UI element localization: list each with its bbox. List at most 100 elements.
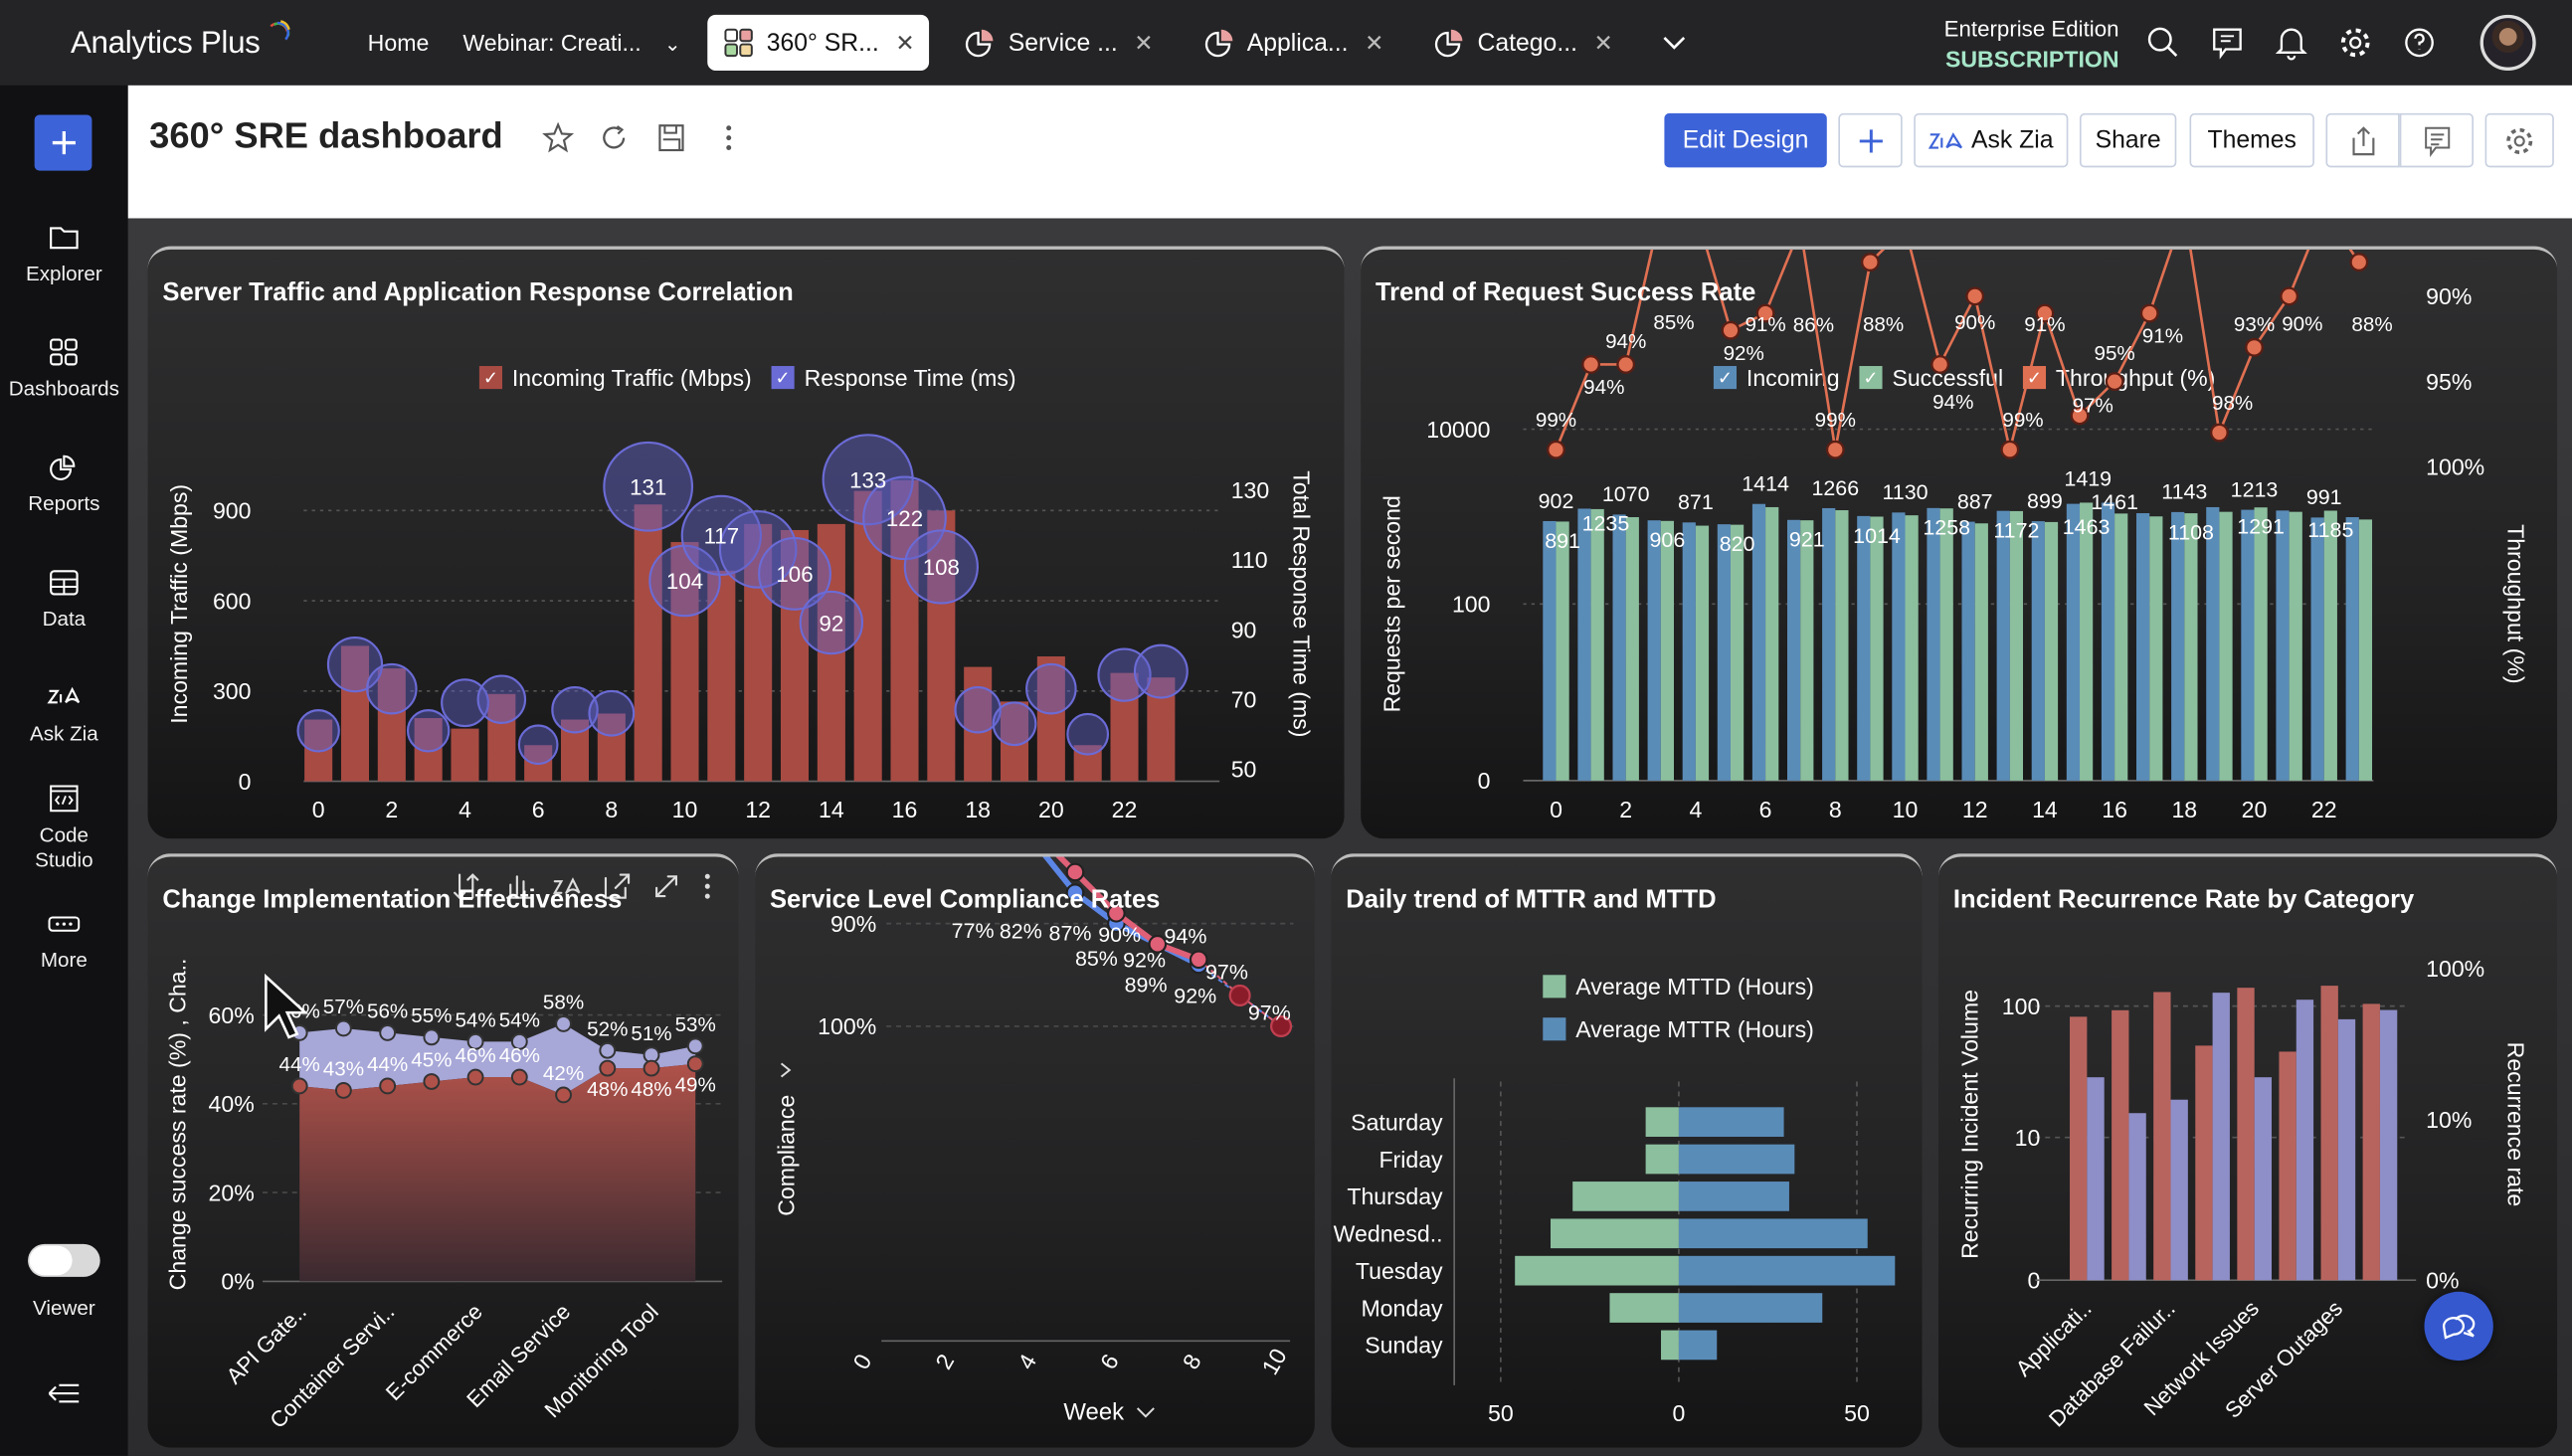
response-bubble[interactable] — [718, 510, 798, 589]
response-bubble[interactable] — [296, 709, 340, 753]
incoming-bar[interactable] — [2310, 517, 2324, 781]
response-bubble[interactable] — [603, 441, 694, 532]
nav-workspace[interactable]: Webinar: Creati... ⌄ — [462, 30, 680, 56]
throughput-point[interactable] — [1930, 355, 1950, 374]
compliance-point[interactable] — [1107, 903, 1126, 923]
successful-bar[interactable] — [1765, 506, 1779, 781]
app-logo[interactable]: Analytics Plus — [70, 26, 261, 62]
successful-bar[interactable] — [1695, 525, 1710, 781]
response-bubble[interactable] — [862, 475, 947, 561]
response-bubble[interactable] — [954, 685, 1002, 734]
upper-point[interactable] — [510, 1032, 528, 1050]
successful-bar[interactable] — [2323, 510, 2337, 781]
mttd-bar[interactable] — [1609, 1293, 1679, 1323]
mttd-bar[interactable] — [1661, 1330, 1679, 1361]
throughput-point[interactable] — [1547, 440, 1565, 459]
successful-bar[interactable] — [1974, 523, 1988, 781]
mttr-bar[interactable] — [1678, 1255, 1896, 1286]
search-icon[interactable] — [2145, 25, 2181, 61]
successful-bar[interactable] — [2358, 519, 2373, 781]
response-bubble[interactable] — [441, 678, 489, 728]
tab-0[interactable]: 360° SR... ✕ — [707, 14, 930, 71]
successful-bar[interactable] — [1625, 517, 1639, 781]
successful-bar[interactable] — [1556, 521, 1569, 781]
compliance-point[interactable] — [1189, 950, 1208, 970]
throughput-point[interactable] — [2070, 406, 2090, 426]
response-bubble[interactable] — [366, 662, 418, 715]
incoming-bar[interactable] — [1822, 507, 1836, 781]
chat-assistant-button[interactable] — [2424, 1291, 2493, 1362]
bell-icon[interactable] — [2274, 25, 2309, 61]
traffic-bar[interactable] — [964, 666, 993, 782]
recurrence-rate-bar[interactable] — [2379, 1009, 2398, 1281]
upper-point[interactable] — [555, 1015, 572, 1032]
volume-bar[interactable] — [2112, 1009, 2129, 1281]
incoming-bar[interactable] — [2206, 506, 2220, 781]
dashboard-settings-button[interactable] — [2484, 112, 2554, 168]
upper-point[interactable] — [686, 1037, 704, 1055]
upper-point[interactable] — [599, 1041, 617, 1059]
incoming-bar[interactable] — [2031, 521, 2045, 781]
successful-bar[interactable] — [1905, 515, 1919, 781]
recurrence-rate-bar[interactable] — [2254, 1077, 2273, 1281]
gear-icon[interactable] — [2337, 25, 2373, 61]
mttd-bar[interactable] — [1645, 1107, 1679, 1137]
close-tab-icon[interactable]: ✕ — [1593, 28, 1613, 56]
lower-point[interactable] — [379, 1077, 397, 1095]
lower-point[interactable] — [290, 1077, 308, 1095]
successful-bar[interactable] — [1939, 508, 1953, 781]
traffic-bar[interactable] — [1147, 677, 1176, 782]
lower-point[interactable] — [423, 1073, 441, 1090]
response-bubble[interactable] — [406, 709, 451, 753]
mttr-mttd-panel[interactable]: Daily trend of MTTR and MTTD Average MTTD… — [1331, 853, 1923, 1448]
throughput-point[interactable] — [1616, 355, 1636, 374]
response-bubble[interactable] — [517, 724, 559, 766]
response-bubble[interactable] — [1025, 662, 1077, 715]
traffic-bar[interactable] — [670, 542, 699, 782]
mttr-bar[interactable] — [1678, 1107, 1784, 1137]
more-options-icon[interactable] — [712, 121, 745, 154]
mttd-bar[interactable] — [1515, 1255, 1679, 1286]
compliance-point[interactable] — [1065, 883, 1085, 902]
lower-point[interactable] — [686, 1055, 704, 1073]
star-icon[interactable] — [542, 121, 575, 154]
change-effectiveness-panel[interactable]: Change Implementation Effectiveness 0% 20%… — [147, 853, 739, 1448]
throughput-point[interactable] — [2139, 303, 2159, 323]
close-tab-icon[interactable]: ✕ — [1134, 28, 1154, 56]
mttd-bar[interactable] — [1551, 1218, 1679, 1249]
recurrence-rate-bar[interactable] — [2296, 1000, 2314, 1281]
mttr-bar[interactable] — [1678, 1293, 1823, 1323]
lower-point[interactable] — [466, 1068, 484, 1086]
legend-response-time-swatch[interactable] — [771, 366, 795, 390]
incoming-bar[interactable] — [1543, 520, 1557, 781]
successful-bar[interactable] — [1660, 520, 1674, 781]
recurrence-rate-bar[interactable] — [2212, 993, 2230, 1281]
legend-mttd-swatch[interactable] — [1543, 975, 1566, 999]
themes-button[interactable]: Themes — [2189, 112, 2314, 168]
share-button[interactable]: Share — [2079, 112, 2177, 168]
incoming-bar[interactable] — [1682, 522, 1696, 781]
sla-compliance-panel[interactable]: Service Level Compliance Rates70%80%90%1… — [755, 853, 1315, 1448]
sidebar-item-ask-zia[interactable]: Ask Zia — [0, 679, 128, 745]
incoming-bar[interactable] — [1892, 512, 1906, 781]
sidebar-item-reports[interactable]: Reports — [0, 450, 128, 515]
compliance-point[interactable] — [1270, 1014, 1293, 1037]
legend-mttr-swatch[interactable] — [1543, 1017, 1566, 1041]
volume-bar[interactable] — [2320, 986, 2338, 1281]
traffic-response-panel[interactable]: Server Traffic and Application Response … — [147, 246, 1345, 839]
successful-bar[interactable] — [2219, 511, 2233, 781]
lower-point[interactable] — [555, 1086, 572, 1104]
traffic-bar[interactable] — [597, 713, 626, 782]
successful-bar[interactable] — [2149, 516, 2163, 781]
incoming-bar[interactable] — [2241, 509, 2255, 781]
successful-bar[interactable] — [1870, 516, 1884, 781]
incoming-bar[interactable] — [1996, 510, 2010, 781]
tab-3[interactable]: Catego... ✕ — [1418, 15, 1628, 71]
incoming-bar[interactable] — [2066, 503, 2081, 781]
upper-point[interactable] — [423, 1028, 441, 1046]
traffic-bar[interactable] — [707, 570, 736, 782]
traffic-bar[interactable] — [340, 645, 370, 782]
throughput-point[interactable] — [1581, 355, 1600, 374]
compliance-point[interactable] — [1065, 862, 1085, 882]
successful-bar[interactable] — [2254, 507, 2268, 781]
